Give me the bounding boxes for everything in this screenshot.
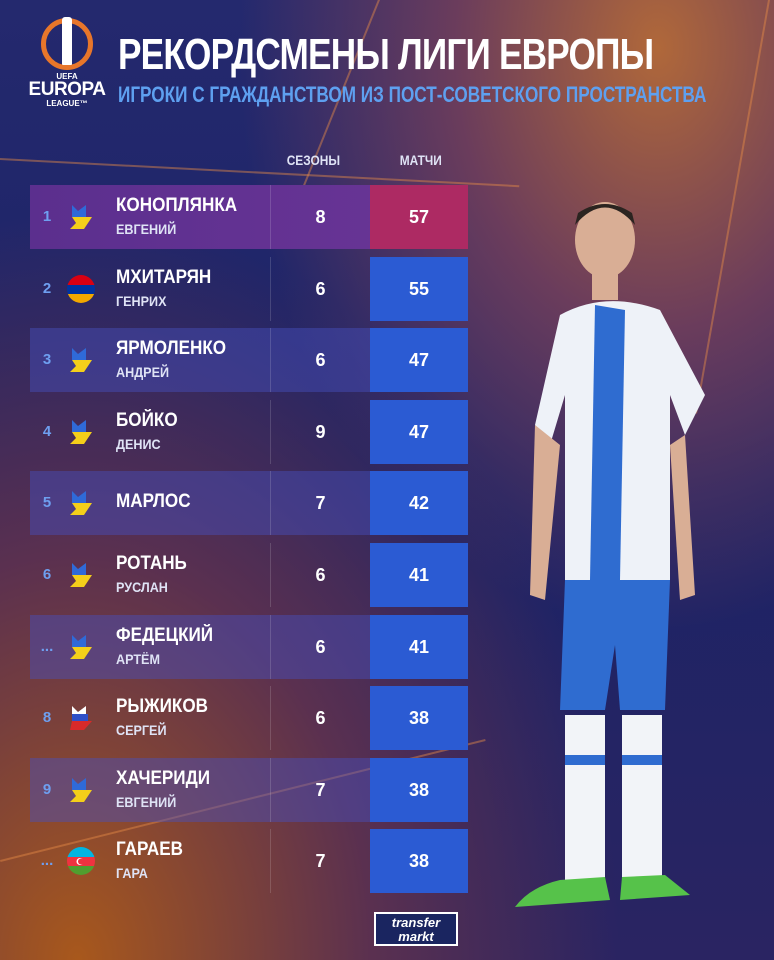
table-row: 9 ХАЧЕРИДИ ЕВГЕНИЙ 7 38: [30, 757, 468, 822]
matches-value: 38: [370, 757, 468, 822]
seasons-value: 8: [270, 185, 370, 249]
brand-line1: transfer: [391, 915, 441, 930]
seasons-value: 9: [270, 399, 370, 464]
rank: 5: [42, 494, 52, 512]
table-row: 3 ЯРМОЛЕНКО АНДРЕЙ 6 47: [30, 328, 468, 393]
player-first-name: ЕВГЕНИЙ: [116, 221, 177, 237]
player-surname: ЯРМОЛЕНКО: [116, 338, 227, 360]
matches-value: 55: [370, 256, 468, 321]
player-first-name: ДЕНИС: [116, 435, 161, 452]
seasons-value: 6: [270, 256, 370, 321]
ukraine-flag-icon: [66, 489, 96, 517]
rank: 3: [42, 351, 52, 369]
page-subtitle: ИГРОКИ С ГРАЖДАНСТВОМ ИЗ ПОСТ-СОВЕТСКОГО…: [118, 82, 707, 107]
seasons-value: 7: [270, 757, 370, 822]
player-surname: РОТАНЬ: [116, 553, 187, 574]
ukraine-flag-icon: [66, 633, 96, 661]
seasons-value: 6: [270, 543, 370, 607]
player-first-name: АНДРЕЙ: [116, 364, 170, 381]
player-surname: КОНОПЛЯНКА: [116, 195, 238, 216]
logo-league: LEAGUE™: [46, 99, 88, 108]
matches-value: 47: [370, 328, 468, 393]
table-row: ... ФЕДЕЦКИЙ АРТЁМ 6 41: [30, 614, 468, 679]
table-row: 1 КОНОПЛЯНКА ЕВГЕНИЙ 8 57: [30, 185, 468, 249]
rank: 2: [42, 279, 52, 297]
matches-value: 41: [370, 614, 468, 679]
player-surname: МАРЛОС: [116, 491, 191, 513]
player-surname: МХИТАРЯН: [116, 266, 212, 288]
player-surname: БОЙКО: [116, 409, 178, 431]
trophy-icon: [41, 17, 93, 70]
ukraine-flag-icon: [66, 203, 96, 231]
armenia-flag-icon: [66, 274, 96, 303]
matches-value: 47: [370, 399, 468, 464]
rank: 8: [42, 709, 52, 727]
player-first-name: ЕВГЕНИЙ: [116, 793, 177, 810]
seasons-value: 7: [270, 471, 370, 536]
rank: 6: [42, 566, 52, 583]
table-row: 2 МХИТАРЯН ГЕНРИХ 6 55: [30, 256, 468, 321]
player-first-name: РУСЛАН: [116, 579, 168, 595]
ukraine-flag-icon: [66, 418, 96, 446]
player-surname: ГАРАЕВ: [116, 839, 183, 861]
seasons-value: 6: [270, 686, 370, 751]
table-row: 5 МАРЛОС 7 42: [30, 471, 468, 536]
seasons-value: 6: [270, 328, 370, 393]
player-first-name: ГАРА: [116, 865, 148, 882]
player-surname: ХАЧЕРИДИ: [116, 767, 211, 789]
player-surname: РЫЖИКОВ: [116, 696, 208, 718]
europa-league-logo: UEFA EUROPA LEAGUE™: [26, 17, 108, 108]
rank: 9: [42, 780, 52, 798]
table-row: 8 РЫЖИКОВ СЕРГЕЙ 6 38: [30, 686, 468, 751]
matches-value: 38: [370, 829, 468, 894]
page-title: РЕКОРДСМЕНЫ ЛИГИ ЕВРОПЫ: [118, 30, 654, 79]
column-header-seasons: СЕЗОНЫ: [286, 152, 341, 168]
matches-value: 38: [370, 686, 468, 751]
matches-value: 41: [370, 543, 468, 607]
column-header-matches: МАТЧИ: [399, 152, 442, 168]
player-first-name: ГЕНРИХ: [116, 292, 167, 309]
table-row: ... ГАРАЕВ ГАРА 7 38: [30, 829, 468, 894]
rank: 4: [42, 422, 52, 440]
rank: ...: [40, 637, 54, 655]
rank: 1: [42, 208, 52, 225]
logo-europa: EUROPA: [28, 79, 106, 100]
player-first-name: СЕРГЕЙ: [116, 722, 167, 739]
player-surname: ФЕДЕЦКИЙ: [116, 624, 214, 646]
transfermarkt-logo: transfer markt: [374, 912, 458, 946]
azerbaijan-flag-icon: [66, 847, 96, 876]
table-row: 6 РОТАНЬ РУСЛАН 6 41: [30, 543, 468, 607]
ukraine-flag-icon: [66, 561, 96, 589]
logo-uefa: UEFA: [56, 72, 78, 81]
rank: ...: [40, 852, 54, 870]
player-first-name: АРТЁМ: [116, 650, 160, 667]
player-photo: [515, 202, 705, 907]
seasons-value: 6: [270, 614, 370, 679]
matches-value: 42: [370, 471, 468, 536]
table-row: 4 БОЙКО ДЕНИС 9 47: [30, 399, 468, 464]
seasons-value: 7: [270, 829, 370, 894]
matches-value: 57: [370, 185, 468, 249]
russia-flag-icon: [66, 704, 96, 732]
ukraine-flag-icon: [66, 776, 96, 804]
brand-line2: markt: [398, 929, 434, 944]
ukraine-flag-icon: [66, 346, 96, 374]
